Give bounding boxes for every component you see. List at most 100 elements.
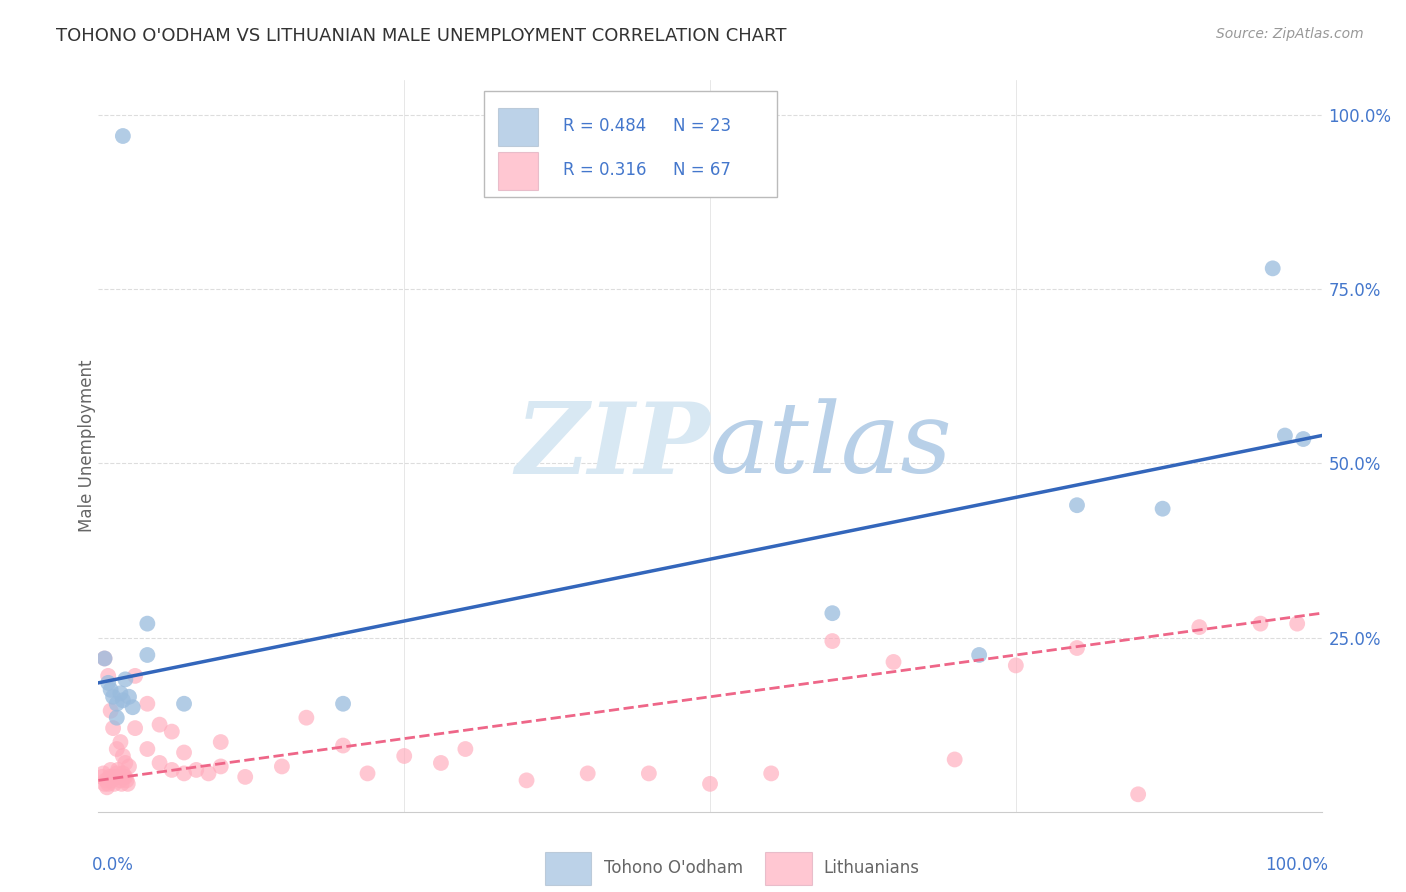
Text: N = 67: N = 67 [673, 161, 731, 179]
Text: 100.0%: 100.0% [1265, 855, 1327, 873]
Point [91, 766, 114, 780]
Point [100, 682, 122, 697]
Text: R = 0.484: R = 0.484 [564, 118, 647, 136]
Point [1286, 616, 1309, 631]
Point [1128, 787, 1150, 801]
Text: ZIP: ZIP [515, 398, 710, 494]
Point [821, 634, 844, 648]
Point [112, 770, 135, 784]
Point [96, 780, 118, 795]
Point [103, 777, 125, 791]
Point [332, 697, 354, 711]
Point [295, 711, 318, 725]
Point [160, 763, 183, 777]
Point [233, 770, 256, 784]
Point [160, 724, 183, 739]
Point [104, 770, 127, 784]
Point [761, 766, 783, 780]
Point [209, 759, 232, 773]
Point [136, 616, 159, 631]
Text: atlas: atlas [710, 399, 953, 493]
Point [1292, 432, 1315, 446]
Point [1066, 640, 1088, 655]
Point [111, 693, 134, 707]
Point [105, 711, 128, 725]
Point [209, 735, 232, 749]
Point [98, 770, 121, 784]
Point [356, 766, 378, 780]
FancyBboxPatch shape [546, 852, 592, 885]
Point [110, 735, 132, 749]
Point [97, 669, 120, 683]
Point [136, 697, 159, 711]
Point [117, 777, 139, 791]
Point [173, 697, 195, 711]
Point [1249, 616, 1271, 631]
Point [100, 763, 122, 777]
Point [107, 763, 129, 777]
Point [94, 773, 117, 788]
Point [110, 686, 132, 700]
Point [100, 704, 122, 718]
Point [105, 742, 128, 756]
Text: Source: ZipAtlas.com: Source: ZipAtlas.com [1216, 27, 1364, 41]
Point [115, 773, 138, 788]
Point [97, 676, 120, 690]
Point [1274, 428, 1296, 442]
Point [943, 752, 966, 766]
Point [124, 669, 146, 683]
Point [699, 777, 721, 791]
Point [332, 739, 354, 753]
Point [111, 128, 134, 143]
Point [93, 777, 115, 791]
Point [97, 777, 120, 791]
Text: R = 0.316: R = 0.316 [564, 161, 647, 179]
Point [173, 766, 195, 780]
FancyBboxPatch shape [765, 852, 811, 885]
Point [91, 770, 114, 784]
FancyBboxPatch shape [498, 108, 537, 146]
Point [101, 690, 124, 704]
Point [111, 766, 134, 780]
Point [967, 648, 990, 662]
Point [136, 742, 159, 756]
Point [114, 756, 136, 770]
Point [1066, 498, 1088, 512]
Point [110, 773, 132, 788]
Point [173, 746, 195, 760]
Point [821, 606, 844, 620]
Point [93, 651, 115, 665]
Point [1261, 261, 1284, 276]
Point [118, 759, 141, 773]
Y-axis label: Male Unemployment: Male Unemployment [79, 359, 96, 533]
Text: 0.0%: 0.0% [93, 855, 134, 873]
Point [1004, 658, 1026, 673]
Point [118, 690, 141, 704]
Point [392, 749, 416, 764]
Point [1152, 501, 1174, 516]
Point [114, 673, 136, 687]
Point [1188, 620, 1211, 634]
Point [149, 756, 172, 770]
Point [111, 749, 134, 764]
Point [108, 770, 131, 784]
Point [186, 763, 208, 777]
FancyBboxPatch shape [484, 91, 778, 197]
Point [515, 773, 537, 788]
Point [111, 777, 134, 791]
Point [270, 759, 294, 773]
Point [121, 700, 143, 714]
Point [576, 766, 599, 780]
Point [197, 766, 219, 780]
Point [136, 648, 159, 662]
Point [124, 721, 146, 735]
Point [883, 655, 905, 669]
Point [101, 773, 124, 788]
Point [149, 717, 172, 731]
Point [114, 770, 136, 784]
Point [105, 766, 128, 780]
Text: N = 23: N = 23 [673, 118, 731, 136]
Point [454, 742, 477, 756]
Text: Tohono O'odham: Tohono O'odham [603, 859, 742, 877]
Point [101, 770, 124, 784]
